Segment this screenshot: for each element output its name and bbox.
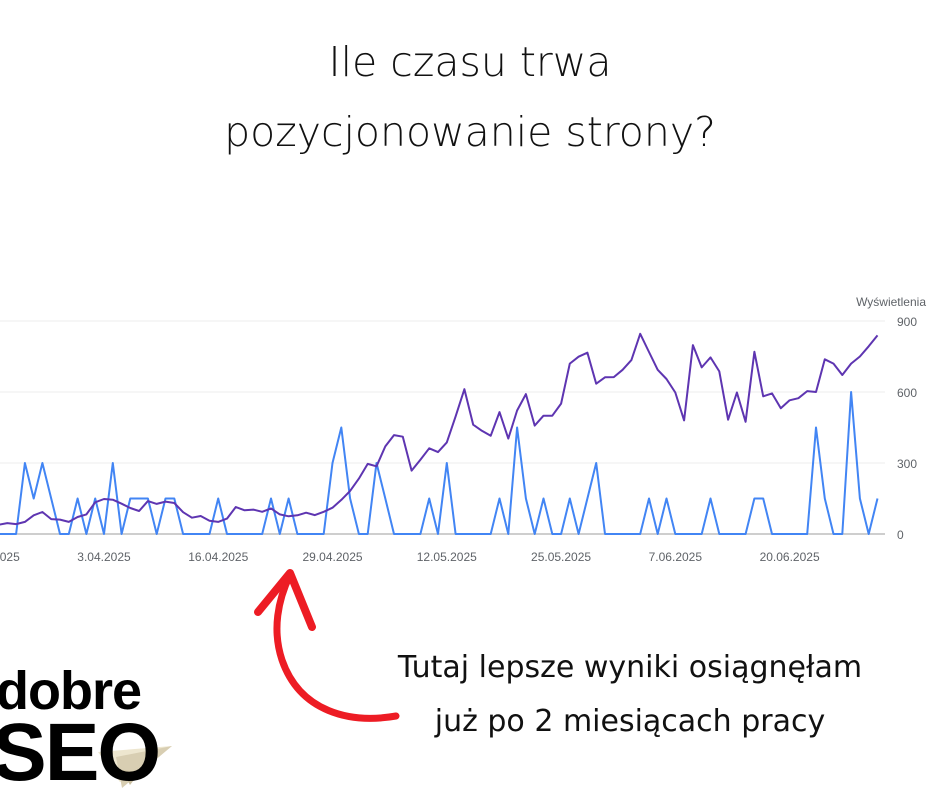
y-tick-label: 900 [897, 315, 917, 329]
y-tick-label: 0 [897, 528, 904, 542]
right-axis-label: Wyświetlenia [856, 295, 926, 309]
y-tick-label: 600 [897, 386, 917, 400]
logo-seo: SEO [0, 706, 159, 800]
x-tick-label: 12.05.2025 [417, 550, 477, 564]
annotation-line-1: Tutaj lepsze wyniki osiągnęłam [350, 650, 910, 685]
arrow-head-icon [258, 573, 312, 627]
x-tick-label: 7.06.2025 [649, 550, 703, 564]
x-tick-label: 16.04.2025 [188, 550, 248, 564]
x-tick-label: 21.03.2025 [0, 550, 20, 564]
x-tick-label: 20.06.2025 [760, 550, 820, 564]
arrow-icon [277, 575, 396, 718]
x-tick-label: 3.04.2025 [77, 550, 131, 564]
x-tick-label: 25.05.2025 [531, 550, 591, 564]
annotation-line-2: już po 2 miesiącach pracy [350, 704, 910, 739]
series-line-0 [0, 334, 878, 525]
y-tick-label: 300 [897, 457, 917, 471]
x-tick-label: 29.04.2025 [302, 550, 362, 564]
